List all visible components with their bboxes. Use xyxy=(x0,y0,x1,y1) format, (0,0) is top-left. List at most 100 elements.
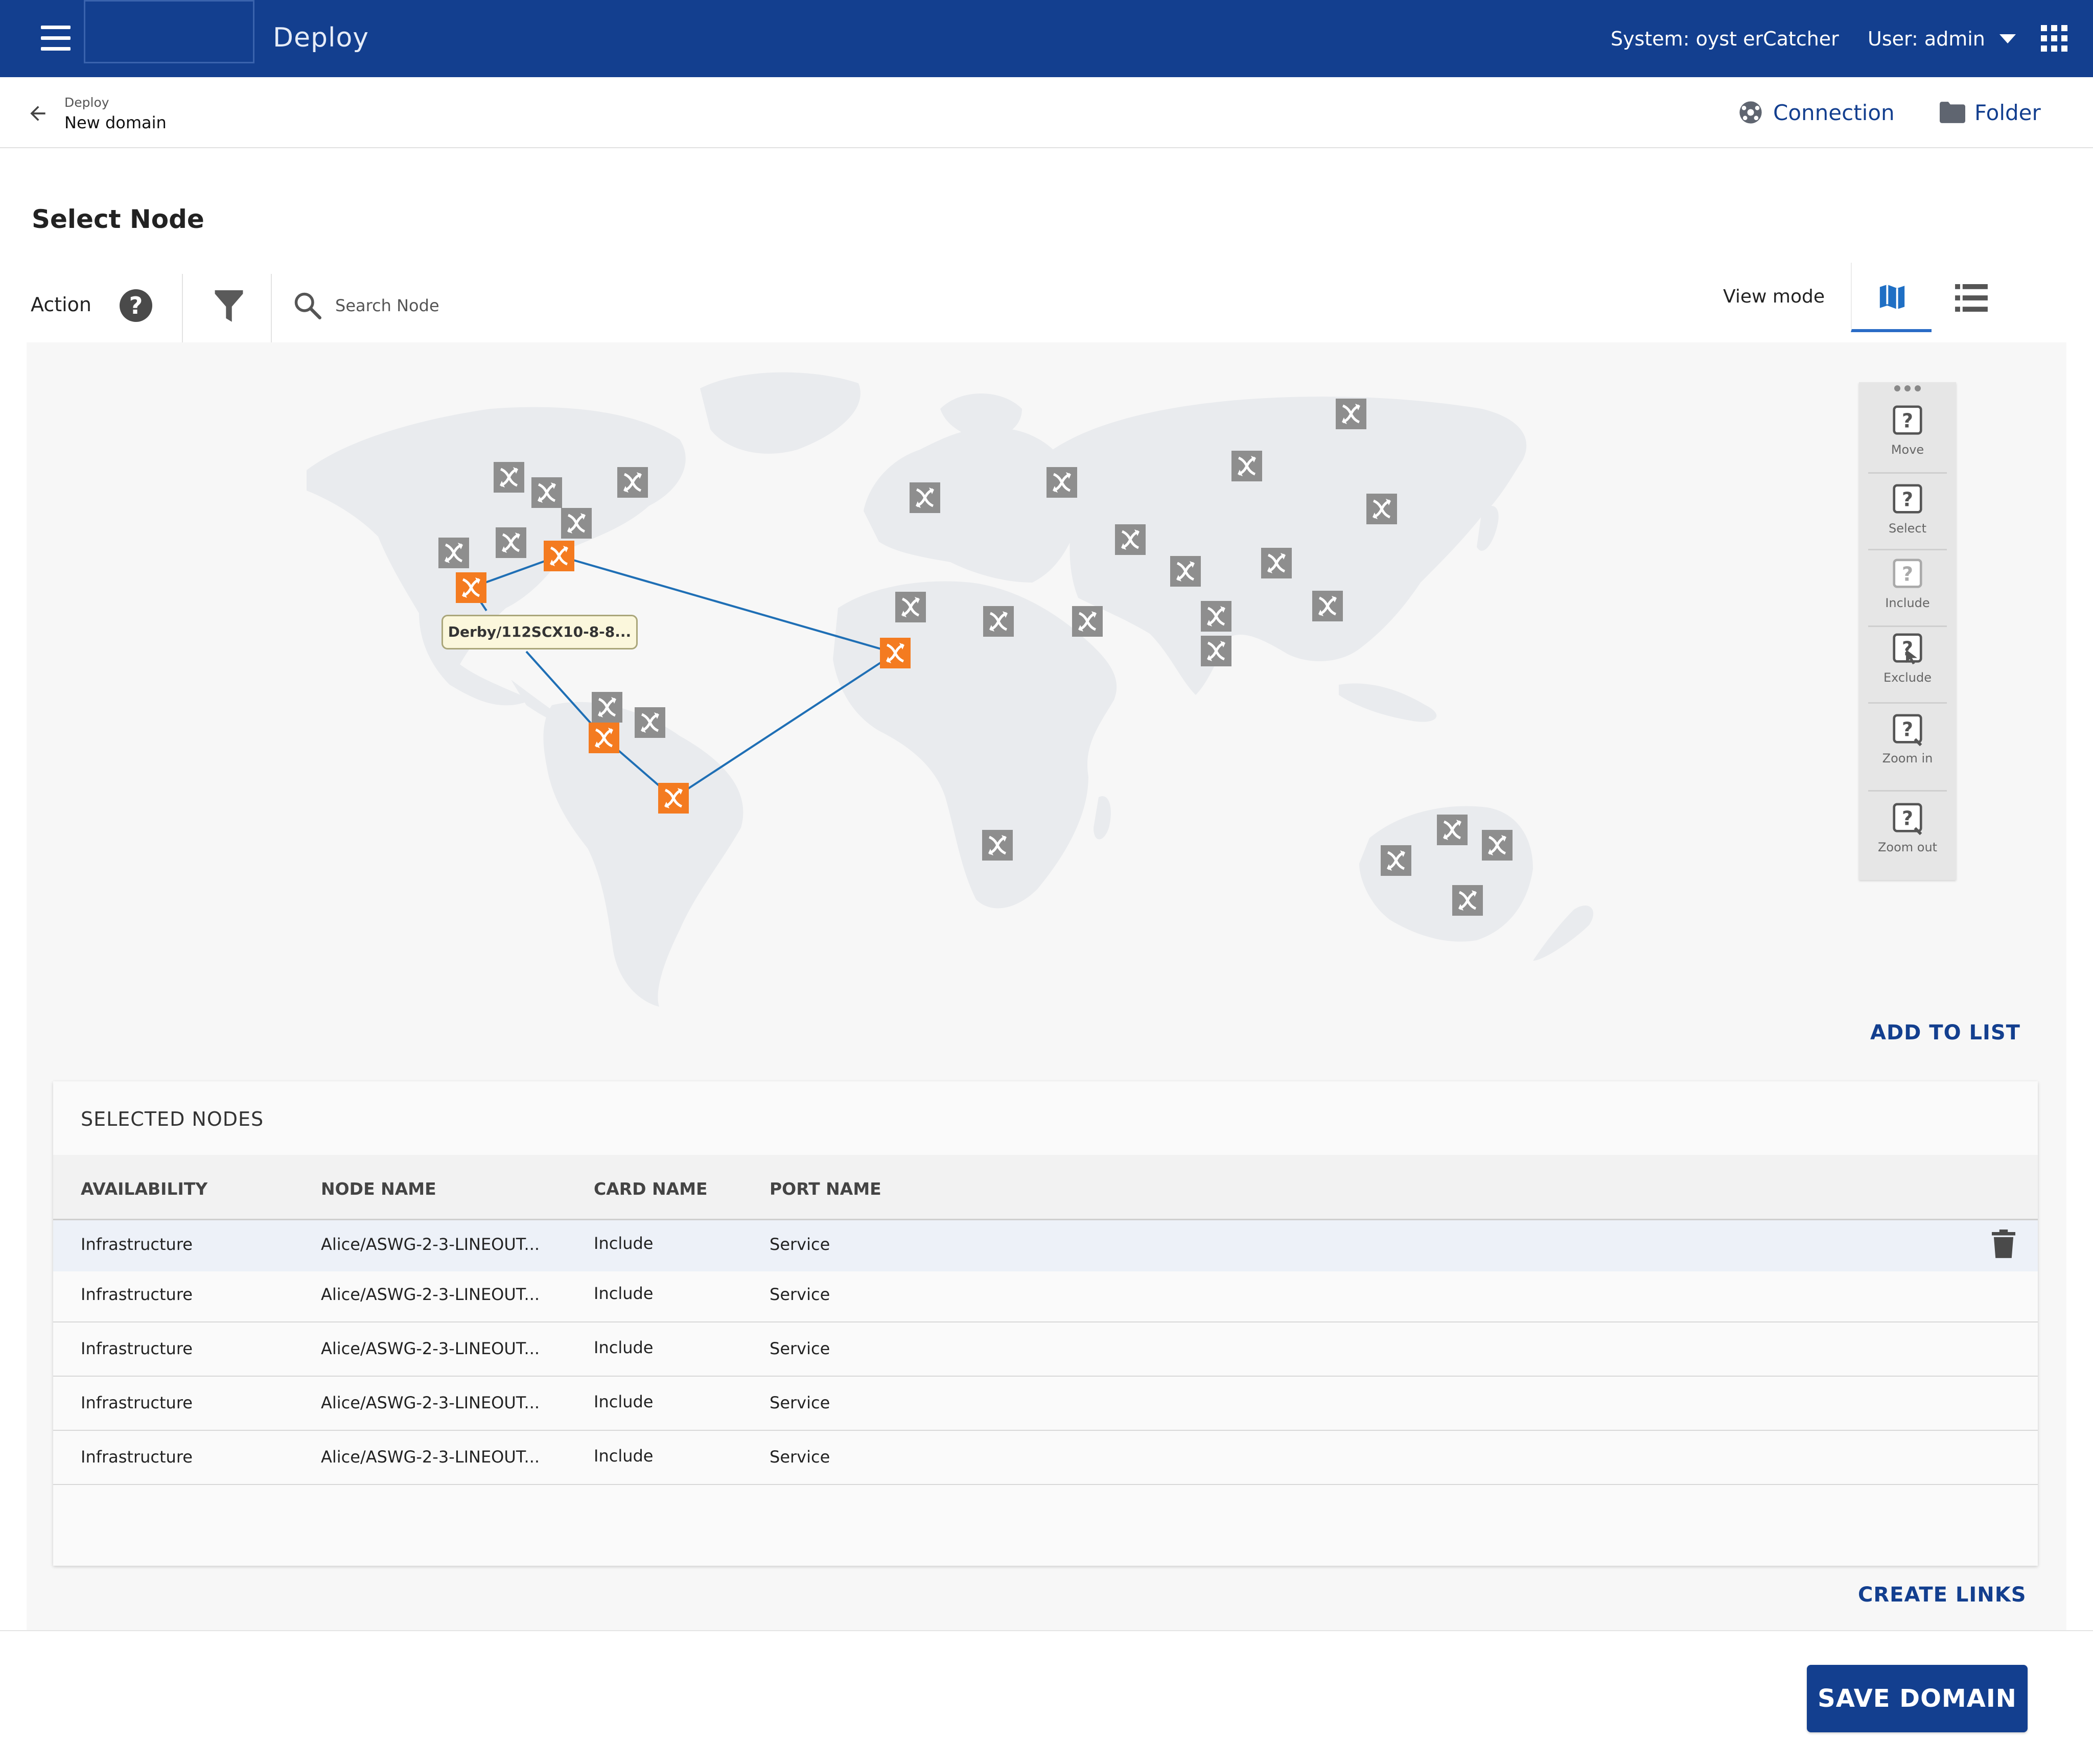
apps-grid-icon[interactable] xyxy=(2041,25,2067,52)
column-header-availability[interactable]: AVAILABILITY xyxy=(81,1179,208,1199)
hamburger-menu-icon[interactable] xyxy=(41,26,71,51)
node-marker[interactable] xyxy=(1452,885,1483,916)
selected-node-marker[interactable] xyxy=(880,638,911,668)
node-marker[interactable] xyxy=(1336,399,1366,429)
palette-divider xyxy=(1868,790,1947,792)
connection-button[interactable]: Connection xyxy=(1737,100,1895,125)
svg-text:?: ? xyxy=(1902,718,1913,741)
search-icon xyxy=(294,292,321,319)
select-tool[interactable]: ? Select xyxy=(1863,473,1952,550)
move-tool[interactable]: ? Move xyxy=(1863,394,1952,471)
list-view-icon xyxy=(1955,284,1988,312)
table-row[interactable]: Infrastructure Alice/ASWG-2-3-LINEOUT...… xyxy=(53,1377,2038,1431)
node-marker[interactable] xyxy=(1231,451,1262,481)
node-marker[interactable] xyxy=(1366,494,1397,524)
filter-icon[interactable] xyxy=(215,290,243,323)
node-marker[interactable] xyxy=(1170,556,1201,587)
node-marker[interactable] xyxy=(561,508,592,539)
user-label: User: admin xyxy=(1868,28,1985,50)
node-marker[interactable] xyxy=(1072,606,1103,637)
node-marker[interactable] xyxy=(895,592,926,622)
cell-port-name: Service xyxy=(770,1235,830,1254)
zoom-in-label: Zoom in xyxy=(1882,751,1933,765)
node-tooltip: Derby/112SCX10-8-8... xyxy=(441,615,638,649)
create-links-button[interactable]: CREATE LINKS xyxy=(1858,1583,2027,1607)
cell-node-name: Alice/ASWG-2-3-LINEOUT... xyxy=(321,1285,540,1304)
selected-network-nodes[interactable] xyxy=(456,541,911,814)
connection-label: Connection xyxy=(1773,100,1895,125)
svg-text:?: ? xyxy=(1902,410,1913,432)
view-mode-label: View mode xyxy=(1723,286,1825,307)
table-row[interactable]: Infrastructure Alice/ASWG-2-3-LINEOUT...… xyxy=(53,1431,2038,1485)
node-marker[interactable] xyxy=(531,477,562,508)
exclude-tool-icon: ? xyxy=(1893,633,1922,665)
cell-availability: Infrastructure xyxy=(81,1447,193,1467)
list-view-toggle[interactable] xyxy=(1932,263,2012,332)
node-marker[interactable] xyxy=(1261,548,1292,578)
node-marker[interactable] xyxy=(1482,830,1513,861)
node-marker[interactable] xyxy=(1381,845,1411,876)
world-map[interactable] xyxy=(27,342,2066,1022)
selected-nodes-title: SELECTED NODES xyxy=(81,1108,264,1130)
select-tool-label: Select xyxy=(1888,521,1927,536)
network-nodes[interactable] xyxy=(438,399,1513,916)
zoom-in-tool[interactable]: ? Zoom in xyxy=(1863,703,1952,780)
column-header-node-name[interactable]: NODE NAME xyxy=(321,1179,436,1199)
include-tool[interactable]: ? Include xyxy=(1863,548,1952,624)
node-marker[interactable] xyxy=(1437,815,1468,845)
node-marker[interactable] xyxy=(438,538,469,568)
node-marker[interactable] xyxy=(983,606,1014,637)
palette-divider xyxy=(1868,549,1947,550)
node-marker[interactable] xyxy=(1046,467,1077,498)
delete-row-icon[interactable] xyxy=(1992,1229,2015,1258)
node-marker[interactable] xyxy=(982,830,1013,861)
node-marker[interactable] xyxy=(635,707,665,738)
node-marker[interactable] xyxy=(910,482,940,513)
exclude-tool[interactable]: ? Exclude xyxy=(1863,622,1952,699)
cell-node-name: Alice/ASWG-2-3-LINEOUT... xyxy=(321,1393,540,1412)
toolbar-divider xyxy=(182,274,183,342)
cell-node-name: Alice/ASWG-2-3-LINEOUT... xyxy=(321,1235,540,1254)
cell-port-name: Service xyxy=(770,1447,830,1467)
zoom-out-label: Zoom out xyxy=(1877,840,1938,854)
table-header xyxy=(53,1155,2038,1220)
top-app-bar xyxy=(0,0,2093,77)
node-marker[interactable] xyxy=(496,527,526,558)
exclude-tool-label: Exclude xyxy=(1883,670,1932,685)
table-row[interactable]: Infrastructure Alice/ASWG-2-3-LINEOUT...… xyxy=(53,1271,2038,1322)
table-row[interactable]: Infrastructure Alice/ASWG-2-3-LINEOUT...… xyxy=(53,1322,2038,1377)
app-title: Deploy xyxy=(273,22,369,53)
folder-button[interactable]: Folder xyxy=(1940,100,2041,125)
palette-divider xyxy=(1868,625,1947,627)
cell-node-name: Alice/ASWG-2-3-LINEOUT... xyxy=(321,1339,540,1358)
node-marker[interactable] xyxy=(592,692,622,723)
breadcrumb-current: New domain xyxy=(64,113,167,132)
cell-availability: Infrastructure xyxy=(81,1339,193,1358)
search-input[interactable] xyxy=(334,295,1052,316)
selected-node-marker[interactable] xyxy=(658,783,689,814)
selected-node-marker[interactable] xyxy=(589,723,619,753)
user-menu[interactable]: User: admin xyxy=(1868,25,2016,53)
node-marker[interactable] xyxy=(1201,601,1231,632)
help-icon[interactable]: ? xyxy=(120,289,152,322)
back-arrow-icon[interactable] xyxy=(27,102,49,125)
node-marker[interactable] xyxy=(1201,636,1231,666)
node-marker[interactable] xyxy=(1312,591,1343,621)
map-view-toggle[interactable] xyxy=(1851,263,1932,332)
save-domain-button[interactable]: SAVE DOMAIN xyxy=(1807,1665,2028,1732)
zoom-out-icon: ? xyxy=(1893,803,1922,835)
node-marker[interactable] xyxy=(617,467,648,498)
action-label: Action xyxy=(31,293,92,316)
palette-drag-handle[interactable] xyxy=(1894,385,1921,392)
zoom-out-tool[interactable]: ? Zoom out xyxy=(1863,792,1952,869)
table-row[interactable]: Infrastructure Alice/ASWG-2-3-LINEOUT...… xyxy=(53,1220,2038,1271)
node-marker[interactable] xyxy=(1115,524,1146,555)
column-header-port-name[interactable]: PORT NAME xyxy=(770,1179,881,1199)
node-marker[interactable] xyxy=(494,462,524,493)
add-to-list-button[interactable]: ADD TO LIST xyxy=(1870,1021,2020,1045)
svg-text:?: ? xyxy=(1902,807,1913,830)
selected-node-marker[interactable] xyxy=(456,572,486,603)
selected-node-marker[interactable] xyxy=(544,541,574,571)
breadcrumb-parent[interactable]: Deploy xyxy=(64,95,109,110)
column-header-card-name[interactable]: CARD NAME xyxy=(594,1179,708,1199)
